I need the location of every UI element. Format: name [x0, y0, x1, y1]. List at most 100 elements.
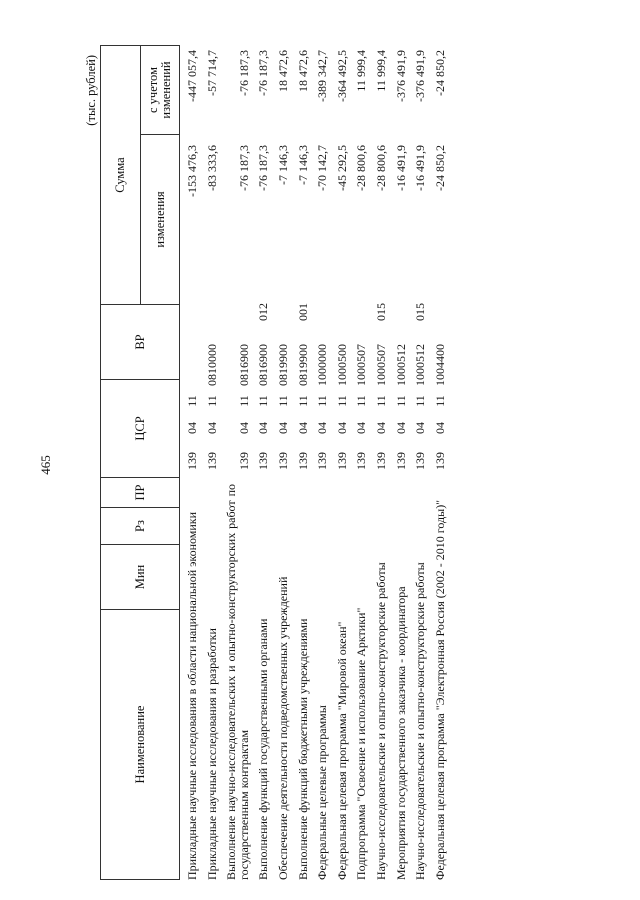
row-vr	[392, 296, 412, 328]
row-min: 139	[373, 452, 388, 470]
row-min: 139	[295, 452, 310, 470]
row-min: 139	[236, 452, 251, 470]
row-pr: 11	[413, 395, 428, 407]
row-name: Подпрограмма "Освоение и использование А…	[354, 607, 369, 880]
row-name: Мероприятия государственного заказчика -…	[393, 586, 408, 880]
table-row: Подпрограмма "Освоение и использование А…	[352, 50, 372, 880]
row-vr	[333, 296, 353, 328]
row-pr: 11	[354, 395, 369, 407]
row-csr	[183, 328, 203, 388]
row-min: 139	[393, 452, 408, 470]
row-vr	[352, 296, 372, 328]
row-name: Выполнение функций государственными орга…	[256, 618, 271, 880]
row-vr	[274, 296, 294, 328]
row-pr: 11	[236, 395, 251, 407]
row-pr: 11	[204, 395, 219, 407]
row-name: Выполнение научно-исследовательских и оп…	[224, 484, 251, 880]
row-rz: 04	[185, 422, 199, 434]
row-pr: 11	[275, 395, 290, 407]
row-change: -45 292,5	[334, 145, 349, 191]
table-row: Выполнение функций государственными орга…	[254, 50, 274, 880]
row-total: -76 187,3	[256, 50, 271, 96]
row-csr: 0810000	[204, 344, 219, 386]
row-min: 139	[256, 452, 271, 470]
table-row: Прикладные научные исследования в област…	[183, 50, 203, 880]
row-name: Федеральная целевая программа "Электронн…	[432, 499, 447, 880]
row-min: 139	[204, 452, 219, 470]
table-row: Федеральная целевая программа "Мировой о…	[333, 50, 353, 880]
row-csr: 0819900	[295, 344, 310, 386]
row-min: 139	[275, 452, 290, 470]
row-rz: 04	[256, 422, 271, 434]
row-change: -83 333,6	[204, 145, 219, 191]
row-change: -70 142,7	[315, 145, 330, 191]
table-row: Федеральная целевая программа "Электронн…	[431, 50, 451, 880]
row-vr	[203, 296, 223, 328]
header-change: изменения	[140, 134, 180, 305]
row-min: 139	[185, 452, 199, 470]
row-change: -28 800,6	[354, 145, 369, 191]
row-csr: 1000512	[413, 344, 428, 386]
row-total: -447 057,4	[185, 50, 199, 102]
row-csr: 0816900	[236, 344, 251, 386]
row-rz: 04	[204, 422, 219, 434]
row-rz: 04	[432, 422, 447, 434]
row-csr: 1000512	[393, 344, 408, 386]
header-csr: ЦСР	[100, 379, 180, 478]
header-vr: ВР	[100, 304, 180, 380]
row-vr	[222, 296, 254, 328]
row-total: -24 850,2	[432, 50, 447, 96]
row-rz: 04	[315, 422, 330, 434]
row-rz: 04	[236, 422, 251, 434]
row-pr: 11	[315, 395, 330, 407]
row-rz: 04	[413, 422, 428, 434]
row-name: Научно-исследовательские и опытно-констр…	[413, 562, 428, 880]
row-pr: 11	[185, 395, 199, 407]
row-pr: 11	[334, 395, 349, 407]
row-name: Федеральная целевая программа "Мировой о…	[334, 621, 349, 880]
row-pr: 11	[373, 395, 388, 407]
row-pr: 11	[393, 395, 408, 407]
row-csr: 1000507	[354, 344, 369, 386]
row-rz: 04	[393, 422, 408, 434]
row-rz: 04	[373, 422, 388, 434]
table-row: Обеспечение деятельности подведомственны…	[274, 50, 294, 880]
header-name: Наименование	[100, 609, 180, 880]
page-number: 465	[38, 455, 53, 475]
units-label: (тыс. рублей)	[84, 55, 98, 126]
header-pr: ПР	[100, 477, 180, 508]
row-change: -153 476,3	[185, 145, 199, 197]
row-min: 139	[413, 452, 428, 470]
row-total: 18 472,6	[295, 50, 310, 92]
row-rz: 04	[275, 422, 290, 434]
header-min: Мин	[100, 544, 180, 610]
row-change: -7 146,3	[275, 145, 290, 185]
row-rz: 04	[354, 422, 369, 434]
row-vr: 015	[413, 303, 428, 321]
row-rz: 04	[295, 422, 310, 434]
row-min: 139	[432, 452, 447, 470]
table-row: Научно-исследовательские и опытно-констр…	[411, 50, 431, 880]
header-with-change: с учетом изменений	[140, 45, 180, 135]
row-pr: 11	[432, 395, 447, 407]
row-total: 11 999,4	[354, 50, 369, 92]
row-total: -389 342,7	[315, 50, 330, 102]
row-csr: 1000000	[315, 344, 330, 386]
row-change: -16 491,9	[393, 145, 408, 191]
header-sum: Сумма	[100, 45, 141, 305]
row-total: 18 472,6	[275, 50, 290, 92]
table-row: Научно-исследовательские и опытно-констр…	[372, 50, 392, 880]
table-row: Мероприятия государственного заказчика -…	[392, 50, 412, 880]
row-name: Обеспечение деятельности подведомственны…	[275, 576, 290, 880]
header-rz: Рз	[100, 507, 180, 545]
row-csr: 0816900	[256, 344, 271, 386]
row-csr: 1000507	[373, 344, 388, 386]
row-csr: 1000500	[334, 344, 349, 386]
row-total: -376 491,9	[393, 50, 408, 102]
row-vr: 001	[295, 303, 310, 321]
row-vr: 012	[256, 303, 271, 321]
row-total: -57 714,7	[204, 50, 219, 96]
row-csr: 0819900	[275, 344, 290, 386]
row-vr	[313, 296, 333, 328]
row-rz: 04	[334, 422, 349, 434]
